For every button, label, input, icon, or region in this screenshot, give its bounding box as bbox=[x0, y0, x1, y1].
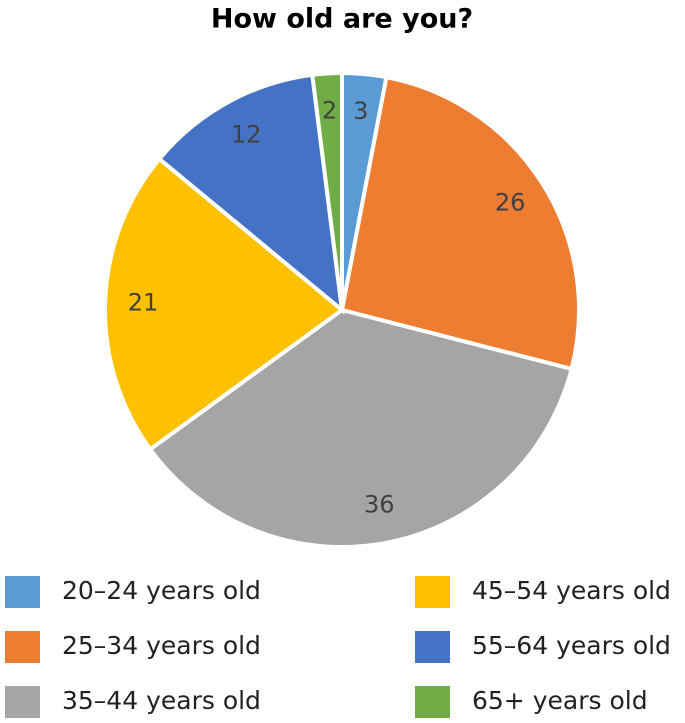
legend-label: 45–54 years old bbox=[472, 576, 671, 605]
legend-label: 55–64 years old bbox=[472, 631, 671, 660]
data-label: 12 bbox=[231, 121, 262, 149]
legend-label: 25–34 years old bbox=[62, 631, 261, 660]
data-label: 36 bbox=[364, 491, 395, 519]
legend-swatch bbox=[5, 686, 40, 718]
data-label: 26 bbox=[495, 188, 526, 216]
pie-slice bbox=[156, 72, 345, 315]
data-label: 2 bbox=[322, 96, 337, 124]
data-label: 21 bbox=[128, 289, 159, 317]
data-label: 3 bbox=[353, 97, 368, 125]
pie-slice bbox=[103, 156, 346, 453]
legend-swatch bbox=[415, 576, 450, 608]
legend-swatch bbox=[415, 686, 450, 718]
chart-title: How old are you? bbox=[211, 4, 473, 35]
legend-label: 65+ years old bbox=[472, 686, 648, 715]
legend-swatch bbox=[5, 576, 40, 608]
pie-slice bbox=[147, 307, 574, 549]
pie-slice bbox=[339, 74, 581, 372]
legend-label: 20–24 years old bbox=[62, 576, 261, 605]
legend-swatch bbox=[5, 631, 40, 663]
legend-swatch bbox=[415, 631, 450, 663]
legend-label: 35–44 years old bbox=[62, 686, 261, 715]
pie-slice bbox=[310, 70, 344, 311]
